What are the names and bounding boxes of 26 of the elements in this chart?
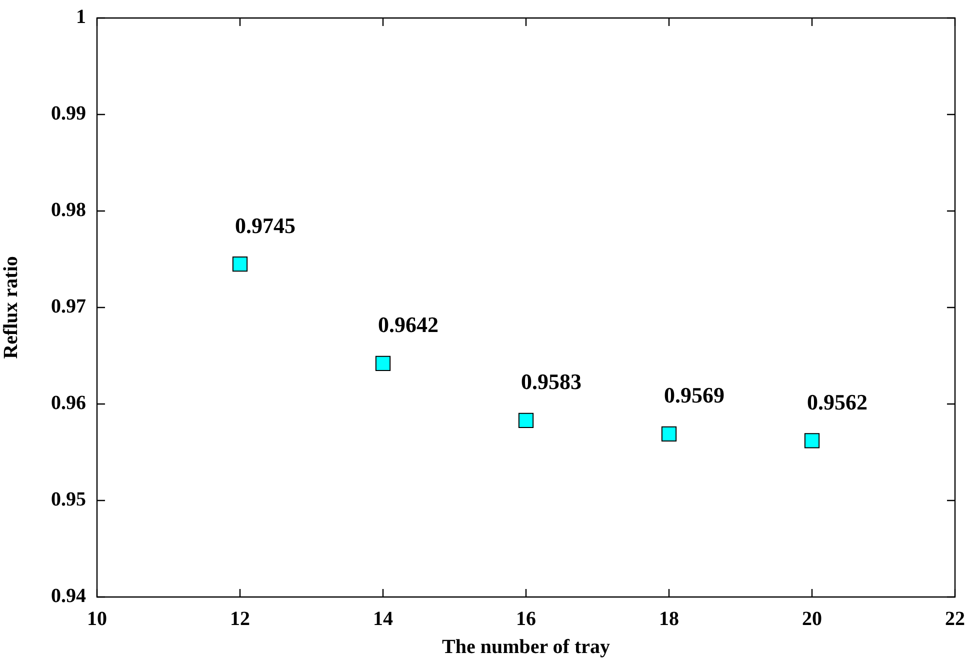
- y-tick-label: 0.95: [51, 488, 86, 511]
- y-tick-label: 0.99: [51, 102, 86, 125]
- y-tick-label: 0.94: [51, 585, 86, 608]
- y-tick-label: 0.97: [51, 296, 86, 318]
- x-tick-label: 12: [230, 608, 250, 630]
- x-tick-label: 10: [87, 608, 107, 630]
- data-label: 0.9642: [378, 312, 438, 338]
- x-tick-label: 22: [945, 608, 965, 630]
- point: [804, 433, 820, 448]
- data-label: 0.9745: [235, 212, 296, 238]
- point: [232, 256, 248, 272]
- data-label: 0.9583: [521, 369, 582, 394]
- point: [375, 356, 391, 372]
- y-tick-label: 0.96: [51, 392, 86, 414]
- y-axis-title: Reflux ratio: [0, 256, 22, 359]
- point: [661, 426, 677, 442]
- x-tick-label: 20: [802, 608, 822, 630]
- x-tick-label: 16: [516, 608, 536, 630]
- point: [518, 412, 534, 428]
- x-tick-label: 14: [373, 608, 393, 630]
- y-tick-label: 0.98: [51, 199, 86, 222]
- data-label: 0.9562: [807, 389, 868, 414]
- x-tick-label: 18: [659, 608, 679, 630]
- y-tick-label: 1: [76, 6, 86, 28]
- x-axis-title: The number of tray: [442, 636, 610, 658]
- data-label: 0.9569: [664, 382, 724, 408]
